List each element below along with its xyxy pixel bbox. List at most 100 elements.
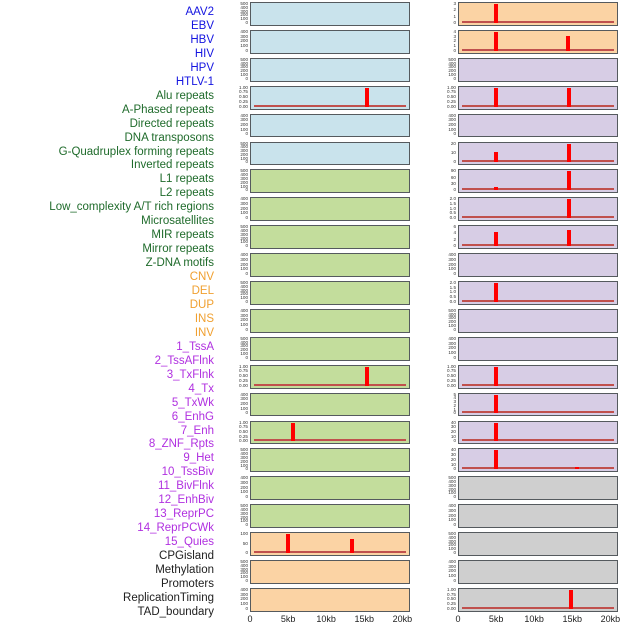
y-tick-label: 300 xyxy=(240,256,248,262)
y-tick-label: 0.50 xyxy=(447,373,456,379)
y-tick-label: 100 xyxy=(240,462,248,468)
track-plot-area xyxy=(459,3,617,25)
y-tick-label: 0 xyxy=(453,522,456,528)
y-tick-label: 1 xyxy=(453,13,456,19)
x-axis-left: 0 5kb 10kb 15kb 20kb xyxy=(247,614,413,630)
track-row[interactable] xyxy=(250,113,410,138)
y-tick-label: 0 xyxy=(245,75,248,81)
track-row[interactable] xyxy=(250,420,410,445)
track-row[interactable] xyxy=(458,504,618,529)
track-row[interactable] xyxy=(458,57,618,82)
y-tick-label: 0 xyxy=(245,159,248,165)
track-row[interactable] xyxy=(250,253,410,277)
track-row[interactable] xyxy=(458,2,618,26)
track-plot-area xyxy=(251,115,409,137)
y-tick-label: 400 xyxy=(240,307,248,313)
track-label: TAD_boundary xyxy=(137,605,215,618)
y-tick-label: 30 xyxy=(450,180,456,186)
track-row[interactable] xyxy=(250,85,410,110)
y-tick-label: 20 xyxy=(450,140,456,146)
track-row[interactable] xyxy=(458,169,618,194)
track-row[interactable] xyxy=(458,141,618,166)
track-row[interactable] xyxy=(250,2,410,26)
data-peak xyxy=(494,366,499,386)
y-tick-label: 0.75 xyxy=(239,424,248,430)
y-tick-label: 0 xyxy=(453,326,456,332)
y-tick-label: 100 xyxy=(240,210,248,216)
track-row[interactable] xyxy=(458,197,618,222)
track-row[interactable] xyxy=(458,253,618,277)
track-row[interactable] xyxy=(250,141,410,166)
track-row[interactable] xyxy=(250,587,410,612)
y-tick-label: 400 xyxy=(240,562,248,568)
track-plot-area xyxy=(251,533,409,555)
track-row[interactable] xyxy=(458,476,618,501)
track-row[interactable] xyxy=(250,336,410,361)
track-row[interactable] xyxy=(250,29,410,54)
track-row[interactable] xyxy=(250,57,410,82)
y-tick-label: 0 xyxy=(453,577,456,583)
track-row[interactable] xyxy=(458,113,618,138)
track-baseline xyxy=(462,104,614,107)
y-tick-label: 400 xyxy=(240,586,248,592)
y-tick-label: 300 xyxy=(240,591,248,597)
track-plot-area xyxy=(251,31,409,53)
track-plot-area xyxy=(459,366,617,388)
track-row[interactable] xyxy=(250,476,410,501)
y-tick-label: 10 xyxy=(450,149,456,155)
y-tick-label: 1 xyxy=(453,43,456,49)
track-row[interactable] xyxy=(458,420,618,445)
track-row[interactable] xyxy=(458,587,618,612)
track-row[interactable] xyxy=(458,281,618,305)
track-row[interactable] xyxy=(250,448,410,473)
track-label: 2_TssAFlnk xyxy=(154,354,214,367)
y-tick-label: 1.5 xyxy=(449,284,456,290)
y-tick-label: 1.00 xyxy=(447,84,456,90)
y-tick-label: 3 xyxy=(453,399,456,405)
track-row[interactable] xyxy=(458,225,618,250)
track-row[interactable] xyxy=(250,281,410,305)
y-axis-ticks: 500 400 300 200 100 0 xyxy=(224,141,249,166)
y-tick-label: 400 xyxy=(240,339,248,345)
track-row[interactable] xyxy=(458,29,618,54)
track-row[interactable] xyxy=(250,560,410,584)
track-row[interactable] xyxy=(458,560,618,584)
y-tick-label: 0 xyxy=(453,159,456,165)
y-tick-label: 400 xyxy=(240,283,248,289)
track-row[interactable] xyxy=(250,308,410,333)
y-tick-label: 2 xyxy=(453,236,456,242)
track-label: 7_Enh xyxy=(180,424,214,437)
track-row[interactable] xyxy=(250,504,410,529)
y-tick-label: 0.25 xyxy=(447,98,456,104)
data-peak xyxy=(290,422,295,442)
track-row[interactable] xyxy=(250,225,410,250)
track-row[interactable] xyxy=(250,392,410,417)
track-row[interactable] xyxy=(458,364,618,389)
track-row[interactable] xyxy=(458,85,618,110)
track-label: 11_BivFlnk xyxy=(157,480,214,493)
track-row[interactable] xyxy=(250,532,410,556)
track-row[interactable] xyxy=(250,197,410,222)
y-tick-label: 2.0 xyxy=(449,196,456,202)
track-row[interactable] xyxy=(458,448,618,473)
y-axis-ticks: 1.00 0.75 0.50 0.25 0.00 xyxy=(224,420,249,445)
data-peak xyxy=(567,143,572,163)
data-peak xyxy=(494,283,499,302)
y-tick-label: 300 xyxy=(240,201,248,207)
data-peak xyxy=(494,4,499,23)
x-tick-label: 20kb xyxy=(392,614,413,624)
track-baseline xyxy=(462,216,614,219)
track-row[interactable] xyxy=(458,532,618,556)
y-tick-label: 100 xyxy=(240,405,248,411)
track-row[interactable] xyxy=(458,336,618,361)
track-row[interactable] xyxy=(458,308,618,333)
track-row[interactable] xyxy=(250,169,410,194)
y-axis-ticks: 400 300 200 100 0 xyxy=(432,336,457,361)
track-row[interactable] xyxy=(250,364,410,389)
track-row[interactable] xyxy=(458,392,618,417)
y-tick-label: 300 xyxy=(448,64,456,70)
y-tick-label: 300 xyxy=(240,312,248,318)
y-tick-label: 20 xyxy=(450,428,456,434)
track-plot-area xyxy=(459,198,617,220)
